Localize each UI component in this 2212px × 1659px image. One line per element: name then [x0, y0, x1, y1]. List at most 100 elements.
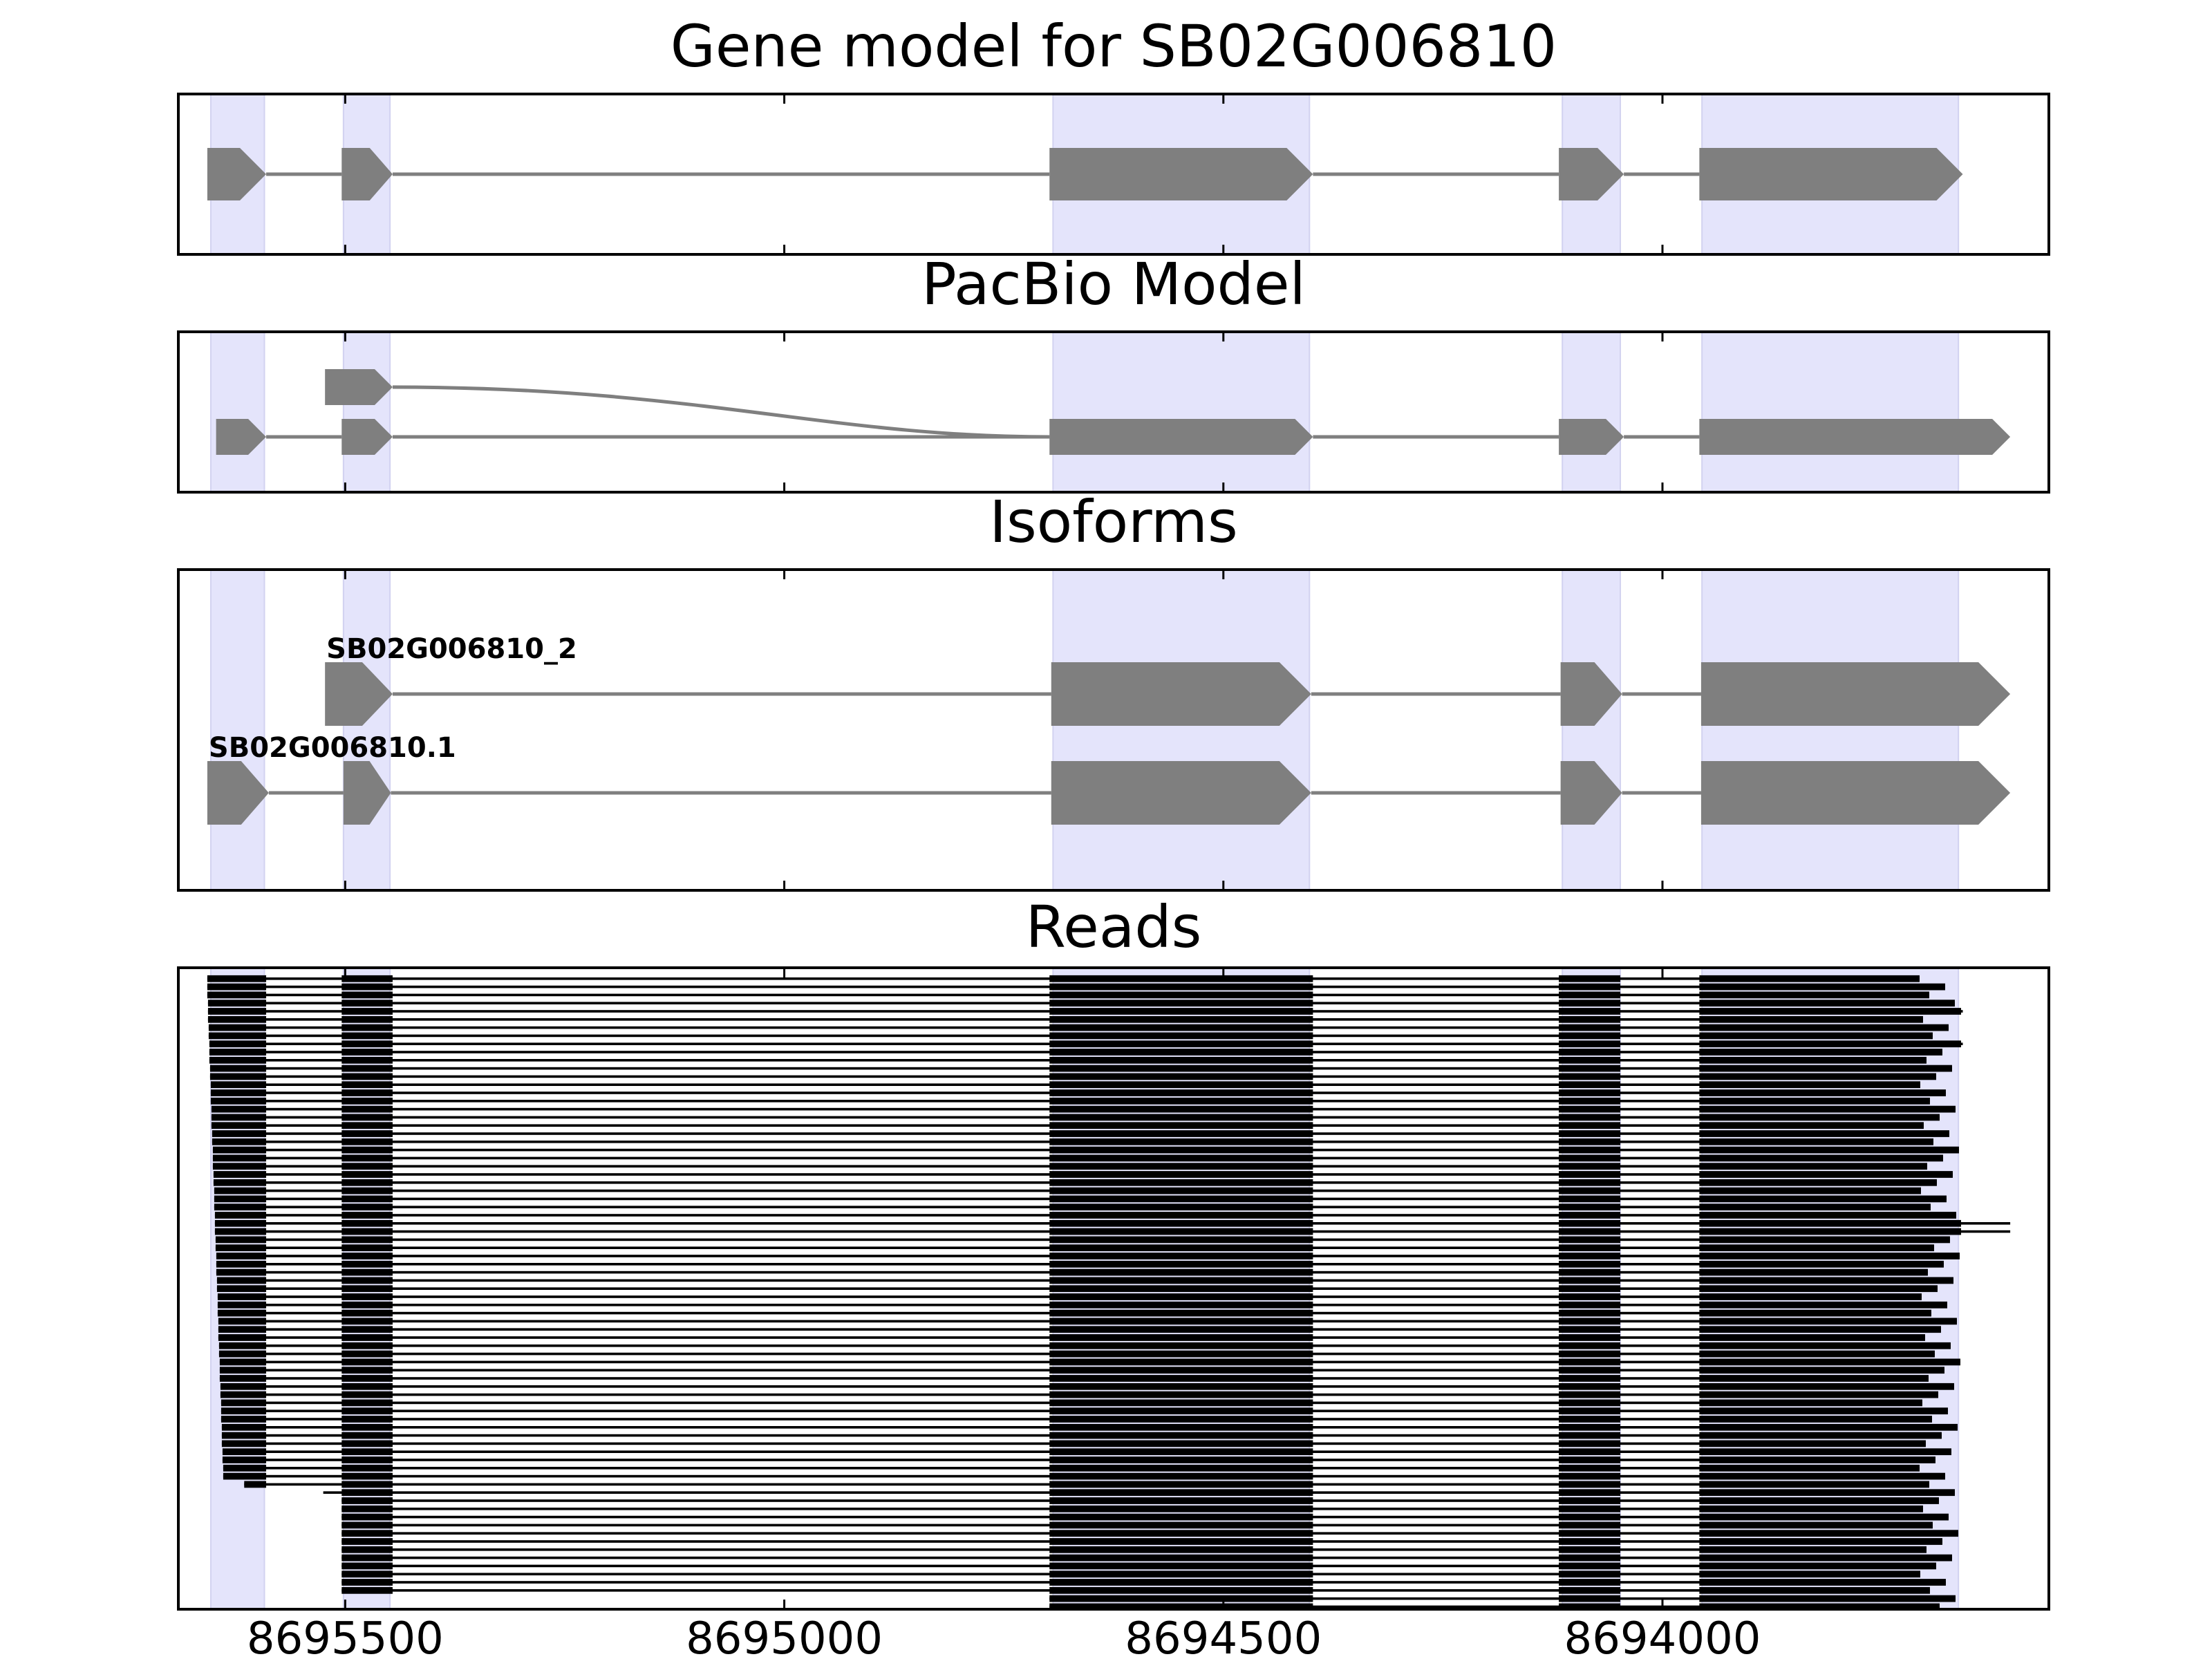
read-block — [1699, 1015, 1923, 1023]
read-block — [1699, 1253, 1960, 1259]
read-block — [1049, 1416, 1313, 1423]
read-block — [341, 1407, 393, 1415]
gene-model-exon-5 — [1699, 148, 1963, 200]
read-block — [219, 1367, 267, 1374]
read-block — [1559, 1318, 1621, 1325]
read-block — [341, 1579, 393, 1586]
read-block — [341, 1253, 393, 1259]
read-block — [1699, 1472, 1945, 1480]
read-block — [1049, 1595, 1313, 1602]
read-block — [1699, 1554, 1952, 1562]
read-block — [341, 991, 393, 999]
read-block — [1699, 1505, 1923, 1512]
read-block — [1559, 1253, 1621, 1259]
read-block — [1559, 1154, 1621, 1162]
read-block — [1699, 1309, 1931, 1317]
read-block — [1559, 1358, 1621, 1366]
read-block — [208, 1024, 267, 1031]
pacbio-exon-highlight-5 — [1701, 331, 1960, 493]
read-block — [1559, 1081, 1621, 1089]
read-block — [1699, 1065, 1952, 1072]
pacbio-exon-highlight-1 — [210, 331, 265, 493]
read-block — [1699, 1350, 1935, 1358]
read-block — [341, 1260, 393, 1268]
read-block — [1049, 1505, 1313, 1512]
read-block — [1559, 1187, 1621, 1194]
read-block — [341, 1236, 393, 1244]
read-block — [341, 1326, 393, 1333]
read-block — [1699, 1236, 1950, 1244]
read-block — [1559, 1472, 1621, 1480]
read-block — [1049, 1407, 1313, 1415]
isoform-label: SB02G006810.1 — [209, 732, 456, 764]
read-block — [1049, 1521, 1313, 1529]
read-block — [1049, 1105, 1313, 1113]
read-block — [1559, 1114, 1621, 1121]
read-block — [341, 1171, 393, 1178]
read-block — [1699, 1334, 1925, 1341]
read-block — [341, 1000, 393, 1007]
read-block — [1559, 1015, 1621, 1023]
read-block — [221, 1399, 267, 1407]
read-block — [1049, 1546, 1313, 1553]
read-block — [1559, 1105, 1621, 1113]
pacbio-bottom-exon-4 — [1559, 419, 1624, 455]
read-block — [1699, 983, 1945, 991]
read-block — [1049, 1391, 1313, 1398]
read-block — [212, 1146, 267, 1154]
read-block — [1559, 1212, 1621, 1219]
read-block — [1049, 1579, 1313, 1586]
read-block — [1699, 1146, 1959, 1154]
read-block — [1699, 1114, 1940, 1121]
read-block — [341, 1040, 393, 1048]
read-block — [341, 1163, 393, 1170]
read-block — [341, 1203, 393, 1211]
read-block — [1049, 1195, 1313, 1203]
read-block — [1559, 1448, 1621, 1456]
read-block — [1049, 1432, 1313, 1439]
read-block — [1049, 1024, 1313, 1031]
read-block — [1559, 1538, 1621, 1545]
read-block — [1559, 1375, 1621, 1382]
read-block — [217, 1309, 267, 1317]
read-block — [1699, 1122, 1924, 1130]
read-block — [1049, 1179, 1313, 1186]
gene-panel-frame — [177, 93, 2050, 256]
read-block — [1049, 1538, 1313, 1545]
read-block — [341, 1032, 393, 1040]
read-block — [219, 1375, 267, 1382]
read-block — [222, 1448, 267, 1456]
read-block — [1699, 1040, 1961, 1048]
pacbio-top-exon-1 — [325, 369, 393, 405]
read-block — [1559, 1391, 1621, 1398]
read-block — [1049, 1603, 1313, 1611]
read-block — [1699, 1032, 1933, 1040]
read-block — [1559, 1497, 1621, 1504]
read-block — [207, 1000, 267, 1007]
read-block — [1699, 1293, 1922, 1300]
read-block — [1699, 1260, 1944, 1268]
read-block — [341, 1464, 393, 1472]
read-block — [1049, 1318, 1313, 1325]
read-block — [1049, 1382, 1313, 1390]
read-block — [221, 1440, 267, 1447]
read-block — [1559, 1432, 1621, 1439]
read-block — [212, 1154, 267, 1162]
read-block — [1559, 1219, 1621, 1227]
read-block — [341, 1530, 393, 1537]
read-block — [341, 1423, 393, 1431]
read-block — [1049, 1301, 1313, 1309]
read-block — [1559, 1073, 1621, 1080]
isoforms-exon-highlight-3 — [1052, 569, 1311, 891]
read-block — [214, 1195, 267, 1203]
read-block — [1559, 1309, 1621, 1317]
read-block — [1049, 1138, 1313, 1145]
read-block — [1559, 1464, 1621, 1472]
read-block — [1699, 1358, 1960, 1366]
read-block — [213, 1171, 267, 1178]
read-block — [1049, 1228, 1313, 1235]
read-block — [1699, 1073, 1936, 1080]
gene-features — [207, 148, 1963, 200]
read-block — [1559, 1301, 1621, 1309]
